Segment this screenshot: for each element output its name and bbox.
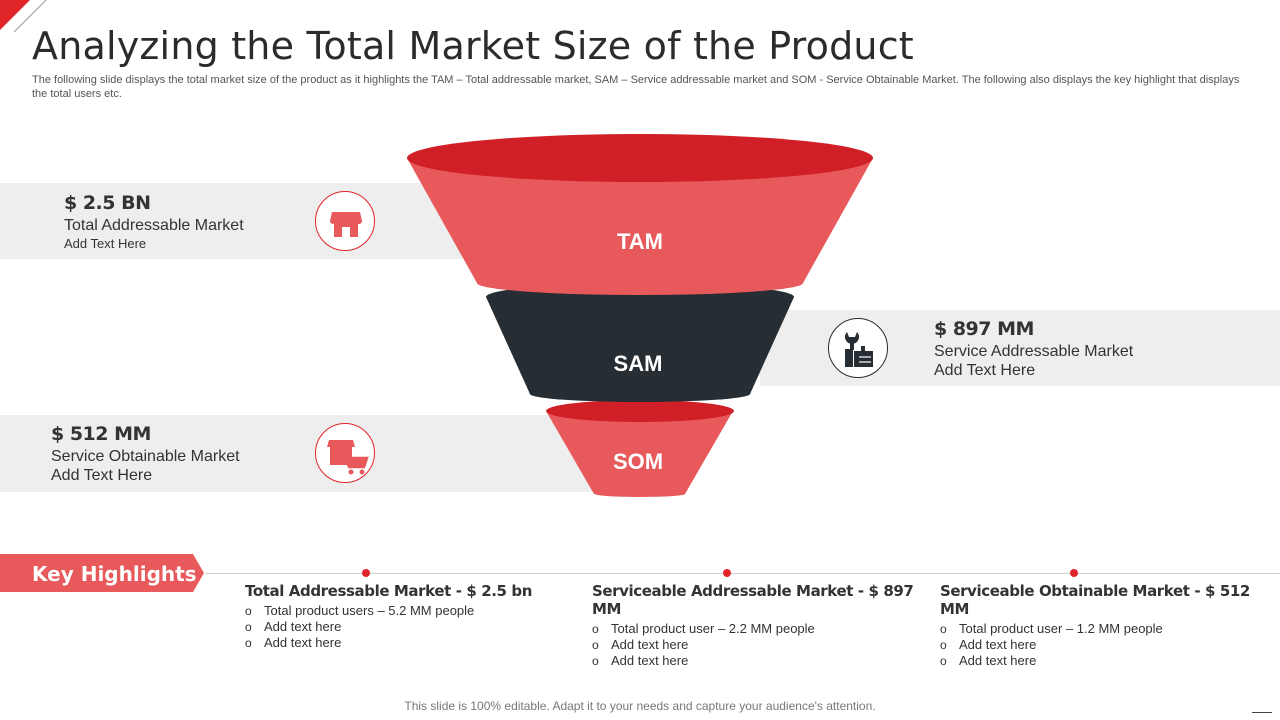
som-sub: Add Text Here — [51, 467, 153, 484]
tam-funnel-top — [407, 134, 873, 182]
bullet-icon: o — [592, 638, 599, 652]
tam-funnel-bottom — [477, 271, 803, 295]
tam-value: $ 2.5 BN — [64, 192, 151, 214]
highlight-marker-2 — [723, 569, 731, 577]
som-value: $ 512 MM — [51, 423, 151, 445]
key-highlights-tag — [0, 554, 204, 592]
highlight-list: o Total product users – 5.2 MM people o Ad… — [245, 603, 575, 651]
highlight-heading: Serviceable Obtainable Market - $ 512 MM — [940, 582, 1250, 618]
list-item: o Add text here — [940, 637, 1037, 652]
shop-cart-icon — [315, 423, 375, 483]
bullet-icon: o — [940, 622, 947, 636]
tam-band — [0, 183, 470, 259]
list-item: o Add text here — [592, 637, 689, 652]
som-label: SOM — [612, 449, 664, 474]
sam-name: Service Addressable Market — [934, 343, 1134, 360]
highlight-column-sam: Serviceable Addressable Market - $ 897 M… — [592, 582, 922, 669]
list-item: o Add text here — [245, 619, 342, 634]
som-funnel-top — [546, 400, 734, 422]
sam-label: SAM — [613, 351, 663, 376]
footer-note: This slide is 100% editable. Adapt it to… — [404, 699, 876, 713]
key-highlights-label: Key Highlights — [32, 562, 197, 586]
highlight-list: o Total product user – 1.2 MM people o Add… — [940, 621, 1270, 669]
footer-mark — [1252, 712, 1272, 713]
wrench-hand-icon — [828, 318, 888, 378]
list-item: o Add text here — [940, 653, 1037, 668]
list-item: o Total product users – 5.2 MM people — [245, 603, 475, 618]
tam-sub: Add Text Here — [64, 236, 147, 251]
highlight-list: o Total product user – 2.2 MM people o Add… — [592, 621, 922, 669]
bullet-icon: o — [940, 638, 947, 652]
bullet-icon: o — [245, 604, 252, 618]
list-item: o Total product user – 1.2 MM people — [940, 621, 1163, 636]
som-name: Service Obtainable Market — [51, 448, 240, 465]
highlight-column-som: Serviceable Obtainable Market - $ 512 MM… — [940, 582, 1270, 669]
bullet-icon: o — [245, 636, 252, 650]
bullet-icon: o — [245, 620, 252, 634]
sam-sub: Add Text Here — [934, 362, 1036, 379]
highlights-divider — [205, 573, 1280, 574]
list-item: o Add text here — [592, 653, 689, 668]
corner-decoration — [0, 0, 47, 33]
bullet-icon: o — [940, 654, 947, 668]
som-details: $ 512 MM Service Obtainable Market Add T… — [51, 423, 240, 485]
tam-name: Total Addressable Market — [64, 217, 244, 234]
list-item: o Add text here — [245, 635, 342, 650]
page-subtitle: The following slide displays the total m… — [32, 74, 1240, 100]
highlight-heading: Total Addressable Market - $ 2.5 bn — [245, 582, 533, 600]
storefront-icon — [315, 191, 375, 251]
bullet-icon: o — [592, 654, 599, 668]
highlight-column-tam: Total Addressable Market - $ 2.5 bn o Tot… — [245, 582, 575, 651]
sam-funnel-segment — [486, 297, 794, 394]
sam-value: $ 897 MM — [934, 318, 1034, 340]
list-item: o Total product user – 2.2 MM people — [592, 621, 815, 636]
som-band — [0, 415, 620, 492]
tam-funnel-segment — [407, 158, 873, 283]
som-funnel-segment — [546, 411, 733, 494]
page-title: Analyzing the Total Market Size of the P… — [32, 24, 914, 68]
tam-details: $ 2.5 BN Total Addressable Market Add Te… — [64, 192, 244, 251]
highlight-heading: Serviceable Addressable Market - $ 897 M… — [592, 582, 914, 618]
highlight-marker-1 — [362, 569, 370, 577]
sam-details: $ 897 MM Service Addressable Market Add … — [934, 318, 1133, 380]
tam-label: TAM — [616, 229, 664, 254]
bullet-icon: o — [592, 622, 599, 636]
highlight-marker-3 — [1070, 569, 1078, 577]
